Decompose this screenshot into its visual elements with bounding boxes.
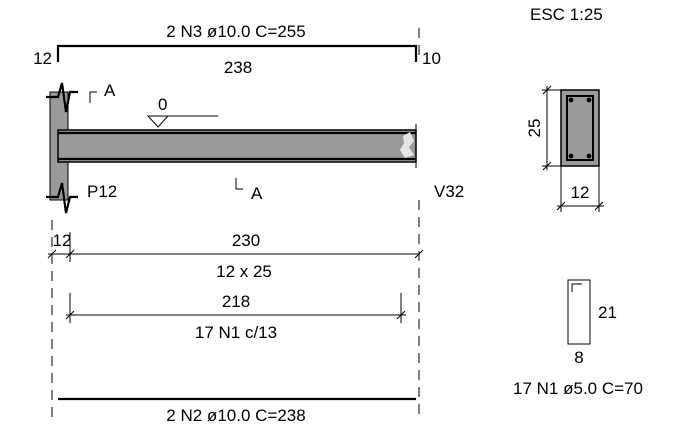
section-size-label: 12 x 25 (216, 262, 272, 281)
cross-section: 25 12 (525, 85, 604, 212)
stirrup-detail: 21 8 17 N1 ø5.0 C=70 (513, 279, 643, 398)
top-rebar-length: 238 (224, 58, 252, 77)
bottom-rebar-n2: 2 N2 ø10.0 C=238 (58, 397, 416, 425)
dimension-stirrup-zone: 218 17 N1 c/13 (65, 292, 406, 342)
top-rebar-n3: 2 N3 ø10.0 C=255 12 10 238 (33, 22, 441, 77)
support-left-label: P12 (87, 182, 117, 201)
top-rebar-label: 2 N3 ø10.0 C=255 (166, 22, 305, 41)
stirrup-zone-dim: 218 (222, 292, 250, 311)
section-cut-top: A (89, 81, 116, 103)
dimension-span: 12 230 12 x 25 (47, 231, 424, 281)
level-mark: 0 (146, 95, 218, 128)
section-cut-top-label: A (104, 81, 116, 100)
stirrup-width: 8 (574, 348, 583, 367)
scale-label: ESC 1:25 (530, 5, 603, 24)
top-rebar-hook-left: 12 (33, 49, 52, 68)
extension-lines (51, 28, 420, 420)
cross-section-height: 25 (525, 119, 544, 138)
level-mark-label: 0 (158, 95, 167, 114)
section-cut-bottom-label: A (251, 184, 263, 203)
support-right-label: V32 (434, 182, 464, 201)
cross-section-width: 12 (571, 183, 590, 202)
stirrup-label: 17 N1 ø5.0 C=70 (513, 379, 643, 398)
stirrup-spacing-label: 17 N1 c/13 (195, 323, 277, 342)
section-cut-bottom: A (235, 178, 263, 203)
beam-elevation (57, 124, 417, 168)
top-rebar-hook-right: 10 (422, 49, 441, 68)
stirrup-height: 21 (598, 303, 617, 322)
bottom-rebar-label: 2 N2 ø10.0 C=238 (166, 406, 305, 425)
support-width-dim: 12 (53, 231, 72, 250)
span-dim: 230 (232, 231, 260, 250)
